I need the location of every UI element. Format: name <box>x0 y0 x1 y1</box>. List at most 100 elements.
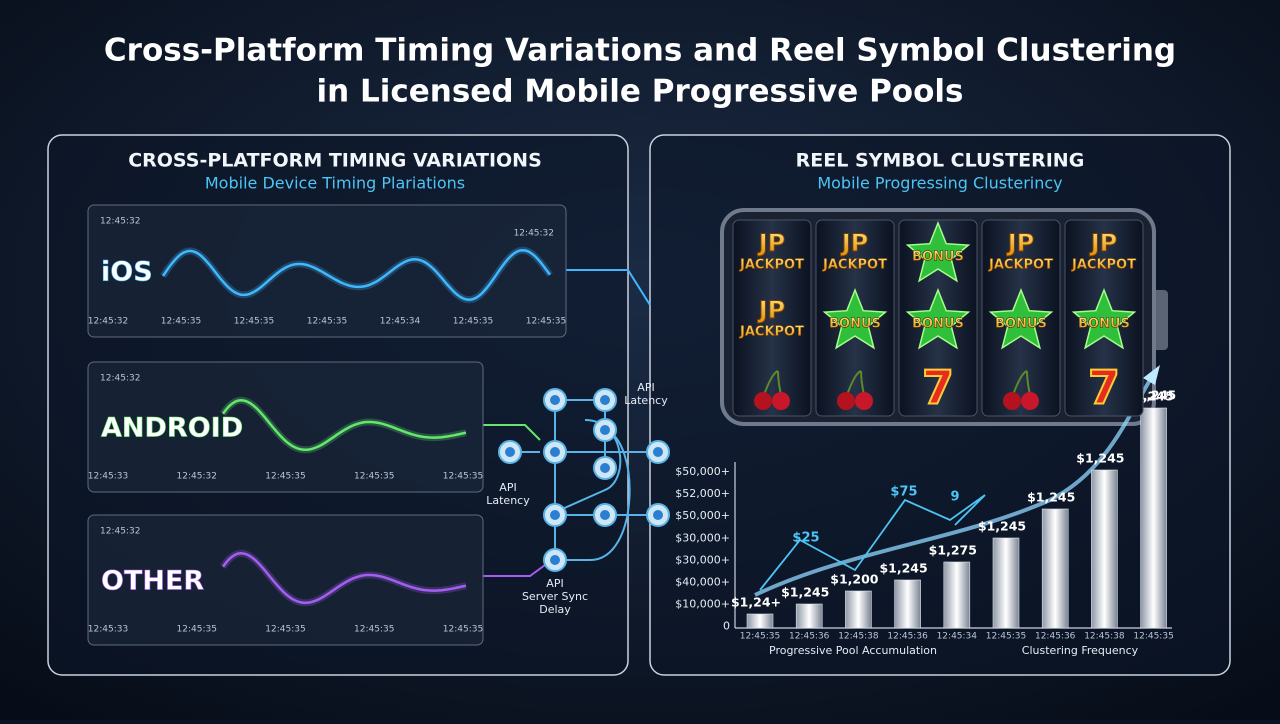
time-tick: 12:45:33 <box>88 472 128 482</box>
time-tick: 12:45:35 <box>307 317 347 327</box>
time-tick: 12:45:35 <box>265 625 305 635</box>
x-label: 12:45:36 <box>789 632 830 642</box>
jp-text: JP <box>757 229 786 257</box>
annotation: $75 <box>890 485 917 500</box>
jp-text: JP <box>1089 229 1118 257</box>
bar-label: $1,275 <box>929 543 977 558</box>
x-label: 12:45:35 <box>740 632 780 642</box>
timestamp: 12:45:32 <box>514 229 554 239</box>
node-icon <box>550 395 560 405</box>
jackpot-text: JACKPOT <box>988 258 1053 273</box>
bar-label: $1,245 <box>879 561 927 576</box>
panel-subtitle: Mobile Device Timing Plariations <box>205 174 465 193</box>
cherry <box>837 392 855 410</box>
diagram-label: Server Sync <box>522 590 588 603</box>
jackpot-text: JACKPOT <box>739 325 804 340</box>
platform-label: iOS <box>101 257 153 288</box>
bonus-star <box>905 220 971 283</box>
node-icon <box>653 510 663 520</box>
time-tick: 12:45:35 <box>453 317 493 327</box>
cherry <box>1021 392 1039 410</box>
diagram-label: Delay <box>539 603 571 616</box>
bonus-text: BONUS <box>1078 317 1130 332</box>
annotation: 9 <box>950 490 959 505</box>
node-icon <box>600 425 610 435</box>
accent-line <box>759 494 986 591</box>
time-tick: 12:45:35 <box>354 625 394 635</box>
y-label: $52,000+ <box>675 487 730 500</box>
time-tick: 12:45:35 <box>177 625 217 635</box>
timestamp: 12:45:32 <box>100 217 140 227</box>
bar-label: $1,200 <box>830 572 879 587</box>
bar <box>943 561 971 629</box>
x-label: 12:45:35 <box>1133 632 1173 642</box>
cherry <box>855 392 873 410</box>
seven-text: 7 <box>922 361 954 415</box>
seven-text: 7 <box>1088 361 1120 415</box>
bonus-star <box>988 287 1054 350</box>
time-tick: 12:45:35 <box>234 317 274 327</box>
node-icon <box>653 447 663 457</box>
bar <box>1091 469 1118 629</box>
bar-label: $1,245 <box>978 519 1026 534</box>
time-tick: 12:45:34 <box>380 317 421 327</box>
bar <box>746 613 774 629</box>
time-tick: 12:45:32 <box>88 317 128 327</box>
bar <box>992 537 1020 629</box>
connector <box>483 564 546 577</box>
trend-arrow <box>754 370 1157 597</box>
cherry <box>772 392 790 410</box>
node-icon <box>550 510 560 520</box>
bar-label: $1,245 <box>1027 490 1075 505</box>
bar <box>795 603 823 629</box>
reel <box>732 219 812 417</box>
y-label: $30,000+ <box>675 553 730 566</box>
bonus-text: BONUS <box>912 317 964 332</box>
platform-card <box>87 361 484 493</box>
node-icon <box>600 463 610 473</box>
annotation: $25 <box>792 531 819 546</box>
diagram-label: API <box>546 577 563 590</box>
y-label: $10,000+ <box>675 598 730 611</box>
jp-text: JP <box>757 296 786 324</box>
jp-text: JP <box>1006 229 1035 257</box>
bar <box>845 590 872 629</box>
time-tick: 12:45:35 <box>354 472 394 482</box>
x-label: 12:45:35 <box>986 632 1026 642</box>
bar <box>894 579 921 629</box>
y-label: $40,000+ <box>675 576 730 589</box>
y-label: 0 <box>723 620 730 633</box>
bonus-text: BONUS <box>829 317 881 332</box>
time-tick: 12:45:35 <box>161 317 201 327</box>
pool-chart: $50,000+ $52,000+ $50,000+ $30,000+ $30,000+… <box>675 365 1176 657</box>
connector <box>483 424 541 441</box>
x-label: 12:45:34 <box>937 632 978 642</box>
time-tick: 12:45:32 <box>177 472 217 482</box>
diagram-label: API <box>637 381 654 394</box>
panel-heading: REEL SYMBOL CLUSTERING <box>796 150 1085 172</box>
platform-card <box>87 514 484 646</box>
timestamp: 12:45:32 <box>100 527 140 537</box>
waveform <box>221 551 467 605</box>
jackpot-text: JACKPOT <box>739 258 804 273</box>
bonus-star <box>1071 287 1137 350</box>
x-label: 12:45:36 <box>1035 632 1076 642</box>
jackpot-text: JACKPOT <box>822 258 887 273</box>
bonus-text: BONUS <box>912 250 964 265</box>
diagram-label: Latency <box>624 394 668 407</box>
cherry <box>1003 392 1021 410</box>
diagram-label: Latency <box>486 494 530 507</box>
time-tick: 12:45:35 <box>526 317 566 327</box>
platform-label: ANDROID <box>101 413 243 444</box>
bar-label: $1,24+ <box>731 595 781 610</box>
bonus-text: BONUS <box>995 317 1047 332</box>
cherry <box>754 392 772 410</box>
x-label: 12:45:38 <box>1084 632 1125 642</box>
waveform <box>221 398 467 452</box>
bar-label: $1,245 <box>781 585 829 600</box>
x-label: 12:45:38 <box>838 632 879 642</box>
platform-label: OTHER <box>101 566 204 597</box>
y-label: $30,000+ <box>675 531 730 544</box>
x-label: 12:45:36 <box>887 632 928 642</box>
